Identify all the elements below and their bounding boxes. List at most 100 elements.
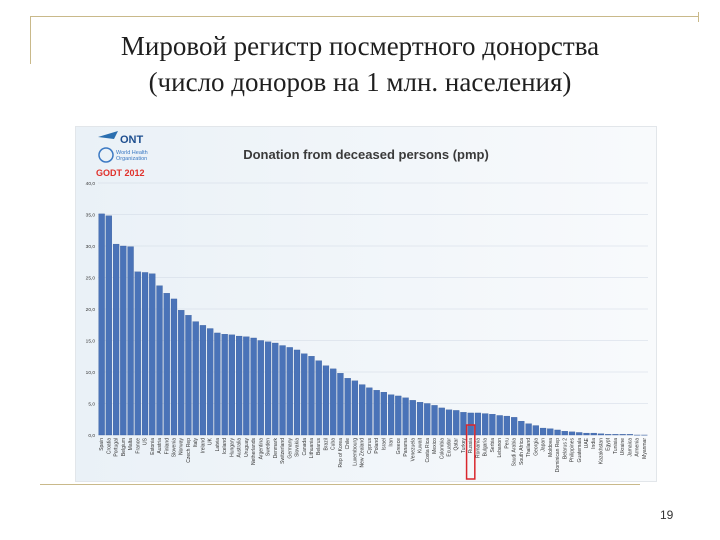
x-tick-label: Russia [468,438,474,454]
x-axis-labels: Spain Croatia Portugal Belgium Malta France US… [99,437,648,472]
x-tick-label: Qatar [454,438,460,451]
bar [373,390,380,436]
y-axis-ticks: 0,0 5,0 10,0 15,0 20,0 25,0 30,0 35,0 40,0 [86,181,96,439]
x-tick-label: Lebanon [497,438,503,458]
bar [460,412,467,436]
x-tick-label: Romania [475,438,481,458]
bar [518,420,525,436]
who-emblem-icon [98,147,114,163]
bar [199,325,207,436]
x-tick-label: Norway [179,438,185,455]
x-tick-label: Malta [128,438,134,450]
bar [178,310,185,436]
bar [568,431,576,436]
x-tick-label: UK [208,437,214,445]
chart-canvas: ONT World Health Organization GODT 2012 … [76,127,656,481]
who-logo: World Health Organization [98,147,148,163]
bar [337,373,344,436]
chart-background [76,127,656,481]
bar [322,365,330,436]
bar [554,429,561,436]
slide-title: Мировой регистр посмертного донорства (ч… [60,28,660,100]
x-tick-label: Costa Rica [425,438,431,463]
y-tick-label: 40,0 [86,181,96,187]
x-tick-label: Georgia [533,438,539,456]
slide-title-line2: (число доноров на 1 млн. населения) [148,67,572,97]
x-tick-label: Iceland [222,438,228,454]
x-tick-label: South Africa [519,438,525,465]
x-tick-label: Bulgaria [483,438,489,457]
bar [279,345,286,436]
x-tick-label: Czech Rep [186,438,192,463]
slide-title-line1: Мировой регистр посмертного донорства [120,31,600,61]
bar [185,315,192,436]
x-tick-label: Thailand [526,438,532,457]
x-tick-label: Finland [164,438,170,455]
x-tick-label: Sweden [266,438,272,456]
x-tick-label: Belgium [121,438,127,456]
bar [467,412,474,436]
x-tick-label: Mexico [432,438,438,454]
ont-swoosh-icon [98,131,118,139]
x-tick-label: Spain [99,438,105,451]
x-tick-label: Cyprus [367,438,373,454]
bar [308,356,315,436]
x-tick-label: Portugal [114,438,120,457]
x-tick-label: Greece [396,438,402,455]
x-tick-label: Poland [374,438,380,454]
bar [156,285,163,436]
bar [380,392,387,436]
x-tick-label: France [135,438,141,454]
bar [409,400,416,436]
chart-panel: ONT World Health Organization GODT 2012 … [75,126,657,482]
x-tick-label: Netherlands [251,438,257,465]
decorative-top-rule [30,16,698,17]
bar [264,341,272,436]
bar [149,273,156,436]
bar [301,353,308,436]
x-tick-label: Cuba [331,438,337,450]
bar [496,415,503,436]
bar [583,432,590,436]
x-tick-label: Luxembourg [352,438,358,466]
bar [272,342,279,436]
bar [120,245,127,436]
y-tick-label: 15,0 [86,339,96,345]
y-tick-label: 25,0 [86,276,96,282]
russia-highlight-box [465,424,476,480]
y-tick-label: 30,0 [86,244,96,250]
x-tick-label: Slovenia [171,438,177,457]
x-tick-label: Kazakhstan [598,438,604,464]
bar [228,334,235,436]
x-tick-label: Japan [541,438,547,452]
x-tick-label: Rep of Korea [338,438,344,468]
bar [163,293,170,436]
highlight-layer [465,424,476,480]
x-tick-label: India [591,438,597,449]
bar [98,213,105,436]
bar [315,360,322,436]
x-tick-label: Germany [287,438,293,459]
bar [561,431,568,436]
bar [134,271,141,436]
bar [590,432,597,436]
x-tick-label: Armenia [635,438,641,457]
x-tick-label: Guatemala [577,438,583,463]
bar [438,407,445,436]
bar [344,378,351,436]
x-tick-label: Egypt [606,437,612,450]
bar [576,432,583,436]
bar [539,427,547,436]
bar [330,368,337,436]
x-tick-label: Israel [381,438,387,450]
x-tick-label: Canada [302,438,308,456]
bar [489,414,496,436]
y-tick-label: 0,0 [88,433,95,439]
bar [221,334,228,436]
bar [250,337,257,436]
bar [597,433,605,436]
bar [207,328,214,436]
x-tick-label: Iran [389,438,395,447]
x-tick-label: Colombia [439,438,445,459]
x-tick-label: Belarus [316,438,322,455]
